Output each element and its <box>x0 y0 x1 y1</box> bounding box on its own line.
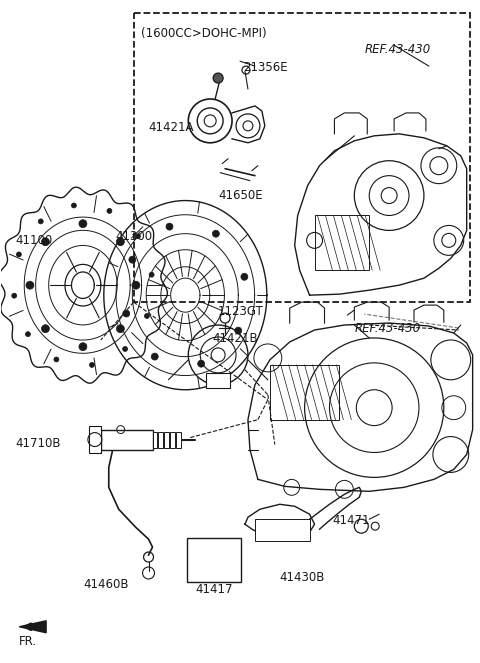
Text: REF.43-430: REF.43-430 <box>354 322 420 335</box>
Circle shape <box>12 293 17 298</box>
Circle shape <box>149 272 154 277</box>
Text: 41710B: 41710B <box>15 436 61 450</box>
FancyBboxPatch shape <box>187 538 241 582</box>
Circle shape <box>16 252 22 257</box>
Circle shape <box>117 238 124 246</box>
Bar <box>133 13 469 302</box>
Text: 41100: 41100 <box>15 235 52 247</box>
Bar <box>153 432 157 448</box>
Circle shape <box>54 357 59 362</box>
Text: REF.43-430: REF.43-430 <box>364 43 431 56</box>
Circle shape <box>38 219 43 224</box>
Text: (1600CC>DOHC-MPI): (1600CC>DOHC-MPI) <box>141 27 266 40</box>
Bar <box>170 432 175 448</box>
Bar <box>314 215 369 271</box>
Circle shape <box>213 230 219 237</box>
Text: 41460B: 41460B <box>83 578 129 591</box>
Circle shape <box>25 332 30 337</box>
Text: FR.: FR. <box>19 634 37 648</box>
Circle shape <box>41 325 49 333</box>
Polygon shape <box>19 621 46 633</box>
Circle shape <box>144 314 149 318</box>
Circle shape <box>241 273 248 280</box>
Text: 41421B: 41421B <box>212 332 258 345</box>
Bar <box>101 430 153 450</box>
Circle shape <box>107 208 112 213</box>
Circle shape <box>89 363 95 367</box>
Circle shape <box>151 353 158 360</box>
Text: 41300: 41300 <box>116 231 153 243</box>
Bar <box>158 432 164 448</box>
Text: 41430B: 41430B <box>280 571 325 584</box>
Circle shape <box>122 347 128 351</box>
Circle shape <box>79 219 87 227</box>
Circle shape <box>26 281 34 289</box>
Circle shape <box>41 238 49 246</box>
Circle shape <box>198 360 204 367</box>
Circle shape <box>213 73 223 83</box>
Circle shape <box>135 234 140 239</box>
Bar <box>165 432 169 448</box>
Circle shape <box>123 310 130 317</box>
Circle shape <box>72 203 76 208</box>
Circle shape <box>79 343 87 351</box>
Text: 1123GT: 1123GT <box>218 305 264 318</box>
Bar <box>255 519 310 541</box>
Circle shape <box>117 325 124 333</box>
Bar <box>206 373 230 388</box>
Text: 41417: 41417 <box>195 583 233 596</box>
Circle shape <box>166 223 173 230</box>
Circle shape <box>129 256 136 263</box>
Text: 41421A: 41421A <box>148 121 194 134</box>
Circle shape <box>235 327 242 334</box>
Bar <box>270 365 339 420</box>
Bar <box>89 426 101 453</box>
Text: 21356E: 21356E <box>243 61 288 74</box>
Bar <box>176 432 181 448</box>
Circle shape <box>132 281 140 289</box>
Text: 41650E: 41650E <box>218 188 263 202</box>
Text: 41471: 41471 <box>333 514 370 527</box>
